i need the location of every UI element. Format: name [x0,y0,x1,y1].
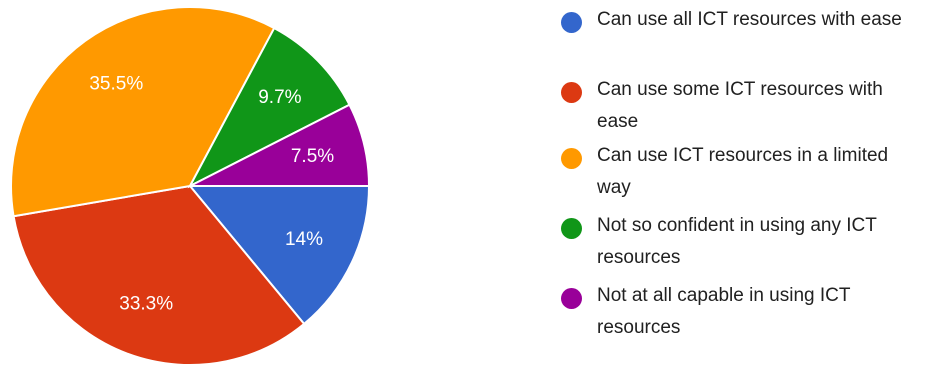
slice-label-5: 7.5% [291,146,334,167]
legend-label-4: Not so confident in using any ICT resour… [597,215,877,268]
legend-item-3[interactable]: Can use ICT resources in a limited way [561,140,925,204]
pie-slice-4[interactable] [187,26,351,189]
legend-label-5: Not at all capable in using ICT resource… [597,285,851,338]
legend-swatch-5 [561,288,582,309]
slice-label-4: 9.7% [258,87,301,108]
slice-label-1: 14% [285,229,323,250]
pie-chart: 14% 33.3% 35.5% 9.7% 7.5% [10,6,371,365]
legend-item-5[interactable]: Not at all capable in using ICT resource… [561,280,925,344]
legend-label-3: Can use ICT resources in a limited way [597,145,889,198]
legend-item-2[interactable]: Can use some ICT resources with ease [561,74,925,138]
pie-slice-1[interactable] [187,185,371,326]
legend-swatch-3 [561,148,582,169]
legend-item-1[interactable]: Can use all ICT resources with ease [561,4,925,36]
pie-slice-2[interactable] [12,184,306,365]
pie-slice-5[interactable] [189,103,371,187]
slice-label-3: 35.5% [89,73,143,94]
legend-item-4[interactable]: Not so confident in using any ICT resour… [561,210,925,274]
slice-label-2: 33.3% [119,294,173,315]
pie-slice-3[interactable] [10,6,276,218]
legend-swatch-4 [561,218,582,239]
legend-label-2: Can use some ICT resources with ease [597,79,883,132]
legend-swatch-2 [561,82,582,103]
legend-swatch-1 [561,12,582,33]
legend-label-1: Can use all ICT resources with ease [597,9,902,30]
